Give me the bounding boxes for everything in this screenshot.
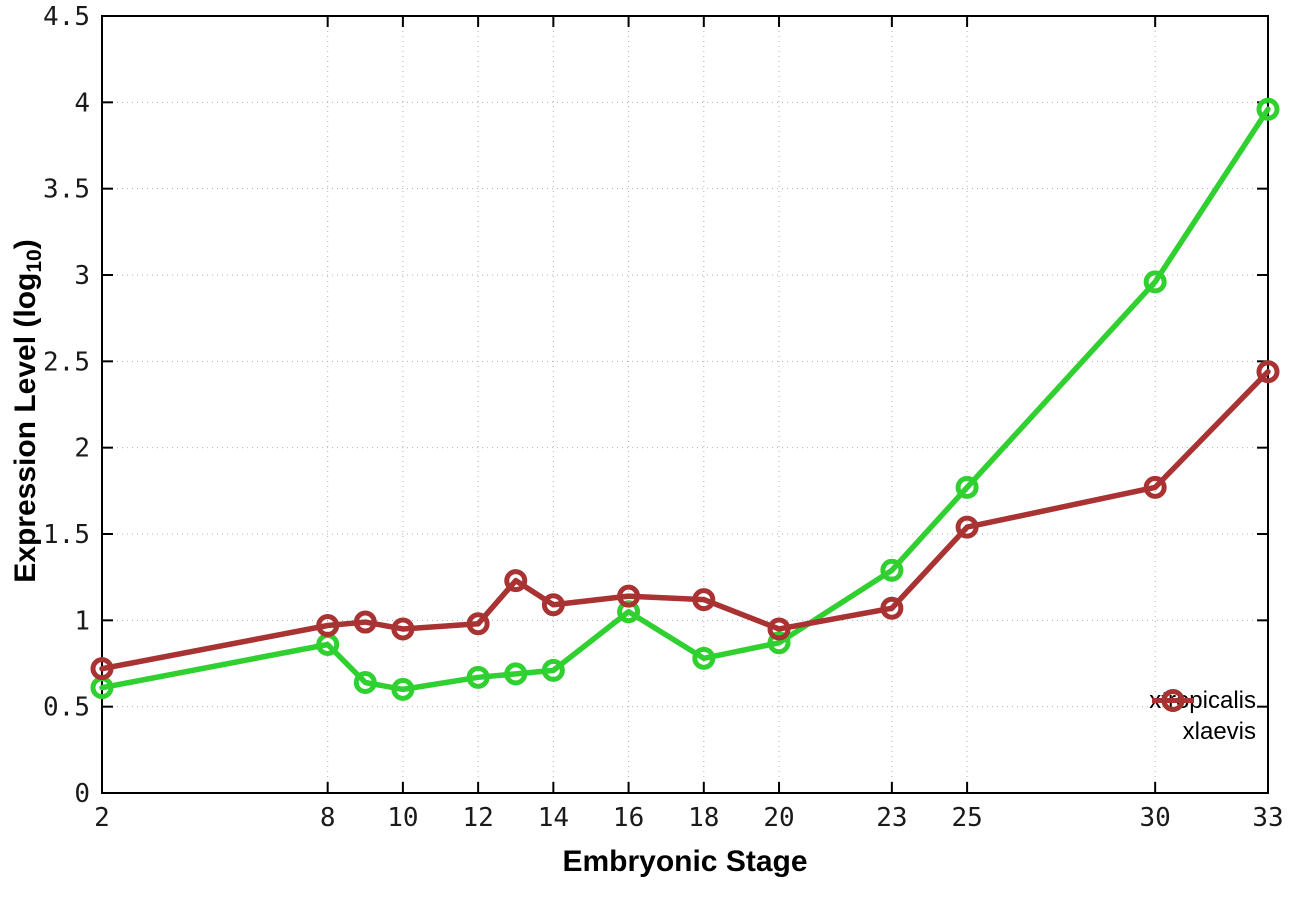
data-point-xlaevis — [541, 593, 565, 617]
y-tick-label: 2 — [74, 434, 90, 464]
data-point-xlaevis — [1256, 360, 1280, 384]
data-point-xlaevis — [353, 610, 377, 634]
y-tick-label: 3.5 — [43, 175, 90, 205]
data-point-xlaevis — [1143, 475, 1167, 499]
data-point-xtropicalis — [692, 646, 716, 670]
y-axis-title: Expression Level (log10) — [9, 201, 51, 621]
y-axis-title-main: Expression Level (log — [9, 272, 42, 583]
x-axis-title: Embryonic Stage — [562, 845, 808, 878]
data-point-xtropicalis — [391, 677, 415, 701]
data-point-xtropicalis — [1143, 270, 1167, 294]
y-axis-title-close: ) — [9, 239, 42, 250]
legend: xtropicalis xlaevis — [1149, 686, 1256, 746]
data-point-xlaevis — [692, 588, 716, 612]
data-point-xlaevis — [617, 584, 641, 608]
y-tick-label: 4.5 — [43, 2, 90, 32]
x-tick-label: 10 — [387, 803, 418, 833]
series-line-xtropicalis — [99, 106, 1271, 693]
data-point-xlaevis — [316, 614, 340, 638]
x-tick-label: 12 — [462, 803, 493, 833]
x-tick-label: 18 — [688, 803, 719, 833]
y-tick-label: 0.5 — [43, 693, 90, 723]
x-tick-label: 8 — [320, 803, 336, 833]
plot-border — [101, 15, 1269, 794]
legend-marker-icon — [1152, 689, 1195, 712]
data-point-xlaevis — [880, 596, 904, 620]
data-point-xtropicalis — [1256, 97, 1280, 121]
x-tick-label: 20 — [763, 803, 794, 833]
x-tick-label: 16 — [613, 803, 644, 833]
legend-label-xlaevis: xlaevis — [1182, 717, 1256, 745]
data-point-xlaevis — [955, 515, 979, 539]
y-tick-label: 2.5 — [43, 347, 90, 377]
y-tick-label: 1 — [74, 606, 90, 636]
y-tick-label: 0 — [74, 779, 90, 809]
y-tick-label: 4 — [74, 88, 90, 118]
data-point-xlaevis — [504, 569, 528, 593]
x-tick-label: 25 — [951, 803, 982, 833]
x-tick-label: 30 — [1140, 803, 1171, 833]
y-axis-title-subscript: 10 — [23, 249, 46, 273]
data-point-xtropicalis — [541, 658, 565, 682]
x-tick-label: 2 — [94, 803, 110, 833]
x-tick-label: 23 — [876, 803, 907, 833]
legend-entry-xlaevis: xlaevis — [1149, 689, 1256, 746]
data-point-xlaevis — [90, 657, 114, 681]
x-tick-label: 33 — [1252, 803, 1283, 833]
data-point-xtropicalis — [466, 665, 490, 689]
y-tick-label: 3 — [74, 261, 90, 291]
data-point-xlaevis — [466, 612, 490, 636]
data-point-xlaevis — [391, 617, 415, 641]
data-point-xtropicalis — [504, 662, 528, 686]
data-point-xtropicalis — [955, 475, 979, 499]
y-tick-label: 1.5 — [43, 520, 90, 550]
data-point-xtropicalis — [353, 670, 377, 694]
data-point-xtropicalis — [767, 631, 791, 655]
data-point-xlaevis — [767, 617, 791, 641]
data-point-xtropicalis — [880, 558, 904, 582]
x-tick-label: 14 — [538, 803, 569, 833]
series-line-xlaevis — [99, 368, 1271, 672]
